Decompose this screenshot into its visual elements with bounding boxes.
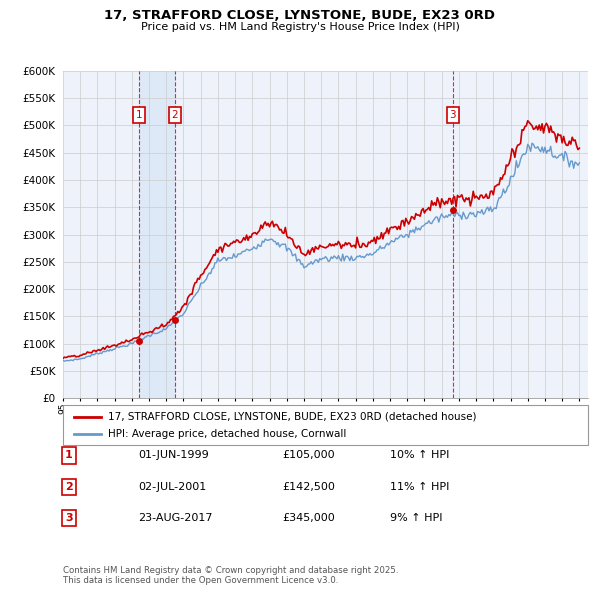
- Text: HPI: Average price, detached house, Cornwall: HPI: Average price, detached house, Corn…: [108, 429, 346, 439]
- Text: 2: 2: [172, 110, 178, 120]
- Text: £105,000: £105,000: [282, 451, 335, 460]
- Text: £345,000: £345,000: [282, 513, 335, 523]
- Text: 1: 1: [65, 451, 73, 460]
- Text: 2: 2: [65, 482, 73, 491]
- Text: 11% ↑ HPI: 11% ↑ HPI: [390, 482, 449, 491]
- Text: 10% ↑ HPI: 10% ↑ HPI: [390, 451, 449, 460]
- Text: 9% ↑ HPI: 9% ↑ HPI: [390, 513, 443, 523]
- Text: 17, STRAFFORD CLOSE, LYNSTONE, BUDE, EX23 0RD (detached house): 17, STRAFFORD CLOSE, LYNSTONE, BUDE, EX2…: [108, 412, 476, 422]
- Text: £142,500: £142,500: [282, 482, 335, 491]
- Text: 1: 1: [136, 110, 142, 120]
- Text: 17, STRAFFORD CLOSE, LYNSTONE, BUDE, EX23 0RD: 17, STRAFFORD CLOSE, LYNSTONE, BUDE, EX2…: [104, 9, 496, 22]
- Text: 3: 3: [65, 513, 73, 523]
- Text: Price paid vs. HM Land Registry's House Price Index (HPI): Price paid vs. HM Land Registry's House …: [140, 22, 460, 32]
- Text: Contains HM Land Registry data © Crown copyright and database right 2025.
This d: Contains HM Land Registry data © Crown c…: [63, 566, 398, 585]
- Text: 01-JUN-1999: 01-JUN-1999: [138, 451, 209, 460]
- Text: 02-JUL-2001: 02-JUL-2001: [138, 482, 206, 491]
- Text: 23-AUG-2017: 23-AUG-2017: [138, 513, 212, 523]
- Text: 3: 3: [449, 110, 456, 120]
- Bar: [139, 71, 175, 398]
